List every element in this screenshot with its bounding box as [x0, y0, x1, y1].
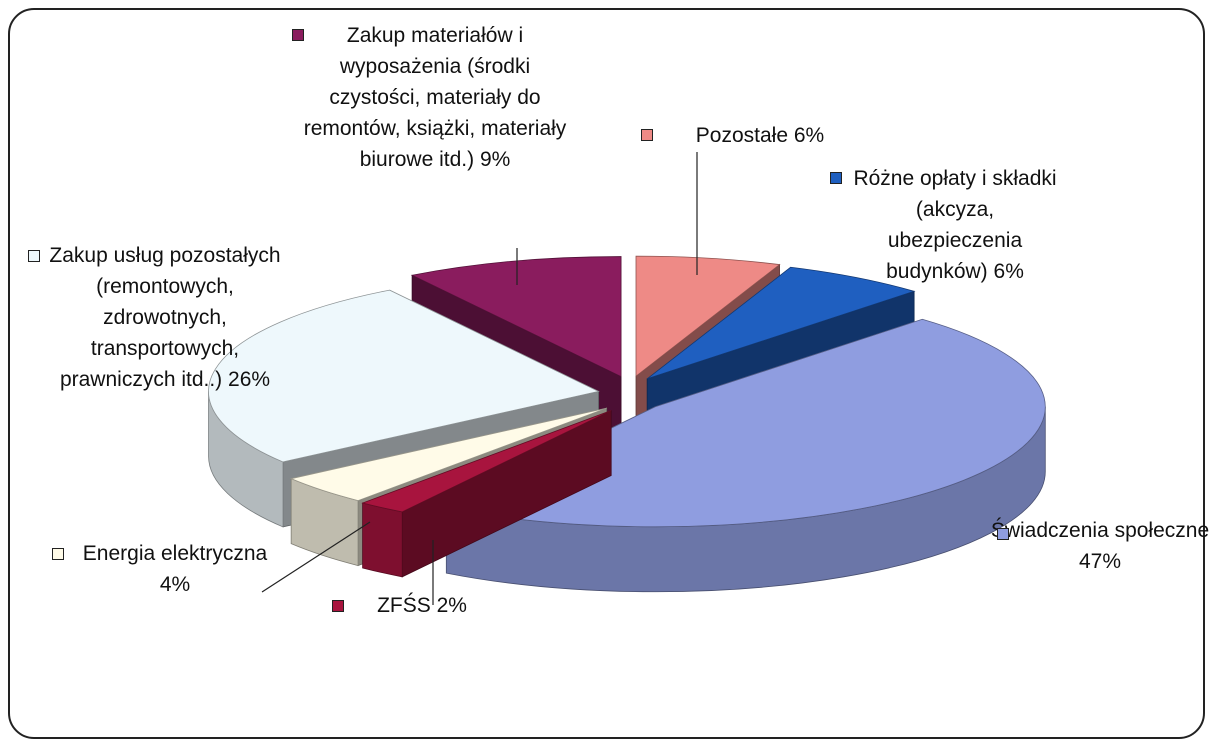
leader-line: [261, 521, 371, 593]
pie-slice: [410, 256, 622, 378]
category-label: Różne opłaty i składki (akcyza, ubezpiec…: [853, 167, 1057, 283]
value-label: 6%: [793, 124, 825, 147]
pie-slice: [646, 266, 916, 380]
slice-label: Zakup usług pozostałych (remontowych, zd…: [35, 240, 295, 395]
value-label: 4%: [159, 573, 191, 596]
category-label: Świadczenia społeczne: [990, 519, 1210, 542]
category-label: Energia elektryczna: [82, 542, 268, 565]
value-label: 6%: [993, 260, 1024, 283]
chart-frame: [8, 8, 1205, 739]
slice-label: Pozostałe 6%: [665, 120, 855, 151]
category-label: Zakup materiałów i wyposażenia (środki c…: [303, 24, 567, 171]
pie-slice: [208, 289, 600, 463]
value-label: 9%: [479, 148, 511, 171]
slice-label: Zakup materiałów i wyposażenia (środki c…: [300, 20, 570, 175]
slice-label: ZFŚS 2%: [352, 590, 492, 621]
slice-label: Różne opłaty i składki (akcyza, ubezpiec…: [850, 163, 1060, 287]
legend-marker: [52, 548, 64, 560]
pie-slice-side: [362, 502, 403, 578]
pie-slice: [361, 410, 612, 513]
value-label: 2%: [436, 594, 467, 617]
category-label: Zakup usług pozostałych (remontowych, zd…: [49, 244, 281, 391]
category-label: Pozostałe: [695, 124, 789, 147]
slice-label: Energia elektryczna 4%: [75, 538, 275, 600]
value-label: 26%: [228, 368, 271, 391]
legend-marker: [28, 250, 40, 262]
category-label: ZFŚS: [377, 594, 431, 617]
legend-marker: [292, 29, 304, 41]
legend-marker: [332, 600, 344, 612]
value-label: 47%: [1078, 550, 1122, 573]
slice-label: Świadczenia społeczne 47%: [990, 515, 1210, 577]
legend-marker: [997, 528, 1009, 540]
legend-marker: [641, 129, 653, 141]
pie-slice: [289, 407, 607, 502]
pie-slice: [635, 255, 781, 377]
legend-marker: [830, 172, 842, 184]
